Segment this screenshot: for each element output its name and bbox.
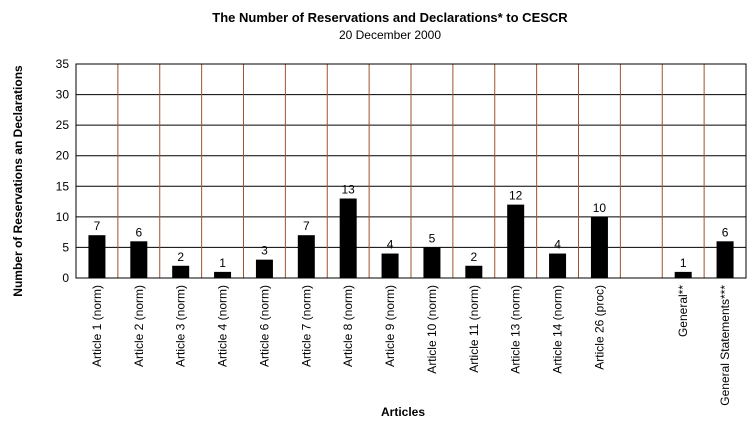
x-tick-label: Article 6 (norm) (257, 285, 271, 367)
x-tick-label: General** (676, 285, 690, 337)
x-tick-label: General Statements*** (718, 285, 732, 406)
y-tick-label: 35 (56, 57, 70, 71)
x-tick-label: Article 7 (norm) (299, 285, 313, 367)
y-axis-title: Number of Reservations an Declarations (11, 65, 25, 297)
bar (674, 271, 692, 278)
bar (549, 253, 567, 278)
bar (423, 247, 441, 278)
plot-frame (75, 63, 747, 279)
x-tick-label: Article 14 (norm) (551, 285, 565, 374)
grid-layer (75, 63, 747, 279)
bar (590, 216, 608, 278)
data-label: 10 (593, 201, 607, 215)
data-label: 4 (554, 238, 561, 252)
data-label: 2 (470, 250, 477, 264)
bar (507, 204, 525, 278)
chart-title: The Number of Reservations and Declarati… (212, 10, 568, 25)
data-label: 13 (342, 183, 356, 197)
data-label: 2 (177, 250, 184, 264)
data-label: 4 (387, 238, 394, 252)
bar (214, 271, 232, 278)
y-tick-label: 0 (62, 271, 69, 285)
x-tick-label: Article 4 (norm) (216, 285, 230, 367)
x-tick-label: Article 9 (norm) (383, 285, 397, 367)
data-label: 5 (429, 231, 436, 245)
chart-subtitle: 20 December 2000 (339, 28, 441, 42)
bar (465, 265, 483, 278)
x-tick-label: Article 26 (proc) (592, 285, 606, 370)
data-label: 7 (303, 219, 310, 233)
x-axis-title: Articles (381, 405, 425, 419)
x-tick-label: Article 13 (norm) (509, 285, 523, 374)
y-tick-label: 5 (62, 240, 69, 254)
bar (130, 241, 148, 278)
bar (88, 235, 106, 278)
x-tick-label: Article 3 (norm) (174, 285, 188, 367)
data-label: 3 (261, 244, 268, 258)
bar (255, 259, 273, 278)
bar (339, 198, 357, 278)
x-tick-label: Article 2 (norm) (132, 285, 146, 367)
bar (716, 241, 734, 278)
x-tick-label: Article 8 (norm) (341, 285, 355, 367)
bar (297, 235, 315, 278)
data-label: 12 (509, 189, 523, 203)
x-tick-label: Article 10 (norm) (425, 285, 439, 374)
bar (172, 265, 190, 278)
data-label: 6 (722, 225, 729, 239)
y-tick-label: 10 (56, 210, 70, 224)
y-tick-label: 25 (56, 118, 70, 132)
data-label: 1 (680, 256, 687, 270)
data-label: 6 (135, 225, 142, 239)
y-tick-label: 15 (56, 179, 70, 193)
data-label: 7 (94, 219, 101, 233)
x-tick-label: Article 1 (norm) (90, 285, 104, 367)
bar (381, 253, 399, 278)
data-label: 1 (219, 256, 226, 270)
bars-layer (88, 198, 734, 278)
y-tick-label: 20 (56, 149, 70, 163)
x-tick-label: Article 11 (norm) (467, 285, 481, 373)
y-tick-label: 30 (56, 88, 70, 102)
